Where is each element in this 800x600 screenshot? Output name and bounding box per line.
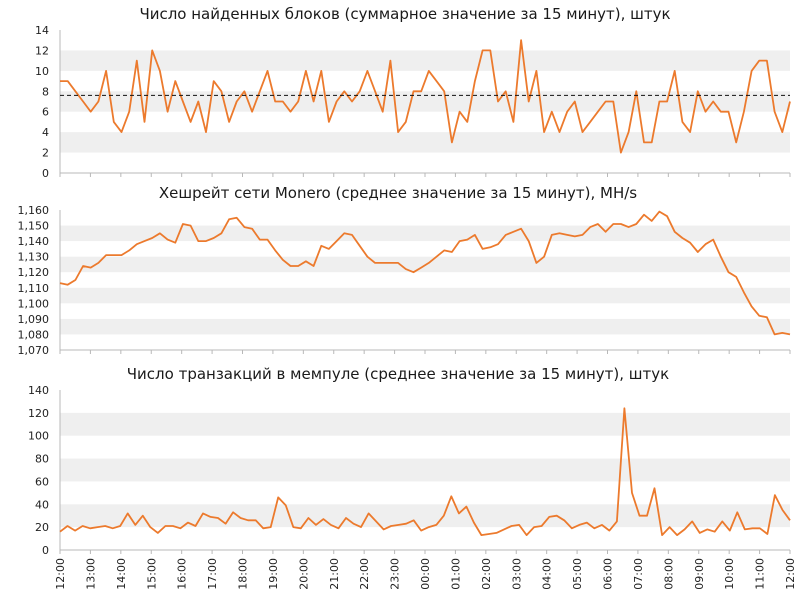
y-axis: 0 20 40 60 80 100 120 140 <box>28 384 791 557</box>
chart-monero-hashrate: Хешрейт сети Monero (среднее значение за… <box>18 184 791 357</box>
x-tick-label: 02:00 <box>480 558 493 590</box>
grid-band <box>60 458 790 482</box>
chart-mempool-transactions: Число транзакций в мемпуле (среднее знач… <box>28 365 797 590</box>
y-tick-label: 120 <box>28 407 49 420</box>
x-tick-label: 05:00 <box>571 558 584 590</box>
grid-band <box>60 225 790 242</box>
grid-band <box>60 91 790 112</box>
x-tick-label: 15:00 <box>145 558 158 590</box>
x-tick-label: 22:00 <box>358 558 371 590</box>
chart-title: Число транзакций в мемпуле (среднее знач… <box>127 365 669 383</box>
plot-area <box>59 210 790 351</box>
y-tick-label: 80 <box>35 453 49 466</box>
y-tick-label: 1,130 <box>18 251 50 264</box>
x-tick-label: 00:00 <box>419 558 432 590</box>
x-tick-label: 08:00 <box>662 558 675 590</box>
grid-band <box>60 412 790 436</box>
y-tick-label: 1,070 <box>18 344 50 357</box>
y-tick-label: 0 <box>42 167 49 180</box>
y-tick-label: 4 <box>42 126 49 139</box>
y-axis: 0 2 4 6 8 10 12 14 <box>35 24 791 180</box>
y-tick-label: 2 <box>42 147 49 160</box>
x-tick-label: 06:00 <box>602 558 615 590</box>
grid-band <box>60 50 790 71</box>
x-tick-label: 09:00 <box>693 558 706 590</box>
y-tick-label: 40 <box>35 498 49 511</box>
y-tick-label: 140 <box>28 384 49 397</box>
grid-band <box>60 318 790 335</box>
x-tick-label: 03:00 <box>510 558 523 590</box>
y-tick-label: 1,150 <box>18 220 50 233</box>
plot-area <box>59 30 790 174</box>
y-tick-label: 14 <box>35 24 49 37</box>
series-line-path <box>59 407 791 536</box>
x-tick-label: 14:00 <box>115 558 128 590</box>
x-tick-label: 11:00 <box>754 558 767 590</box>
x-tick-label: 20:00 <box>297 558 310 590</box>
x-tick-label: 13:00 <box>84 558 97 590</box>
y-tick-label: 1,080 <box>18 328 50 341</box>
series-line-path <box>59 210 791 336</box>
series-line <box>60 39 791 154</box>
y-axis: 1,070 1,080 1,090 1,100 1,110 1,120 1,130 1,140… <box>18 204 791 357</box>
grid-band <box>60 132 790 153</box>
x-tick-label: 12:00 <box>784 558 797 590</box>
x-tick-label: 16:00 <box>176 558 189 590</box>
plot-area <box>59 390 790 551</box>
chart-title: Хешрейт сети Monero (среднее значение за… <box>159 184 637 202</box>
y-tick-label: 12 <box>35 44 49 57</box>
x-tick-label: 04:00 <box>541 558 554 590</box>
series-line <box>59 407 791 536</box>
x-tick-label: 01:00 <box>449 558 462 590</box>
series-line <box>59 210 791 336</box>
y-tick-label: 100 <box>28 430 49 443</box>
x-tick-label: 07:00 <box>632 558 645 590</box>
y-tick-label: 1,140 <box>18 235 50 248</box>
y-tick-label: 1,120 <box>18 266 50 279</box>
x-tick-label: 21:00 <box>328 558 341 590</box>
x-tick-label: 23:00 <box>389 558 402 590</box>
y-tick-label: 1,110 <box>18 282 50 295</box>
y-tick-label: 8 <box>42 85 49 98</box>
series-line-path <box>60 39 791 154</box>
y-tick-label: 20 <box>35 521 49 534</box>
chart-blocks-found: Число найденных блоков (суммарное значен… <box>35 5 791 180</box>
grid-band <box>60 287 790 304</box>
y-tick-label: 1,100 <box>18 297 50 310</box>
y-tick-label: 6 <box>42 106 49 119</box>
y-tick-label: 10 <box>35 65 49 78</box>
x-tick-label: 19:00 <box>267 558 280 590</box>
y-tick-label: 1,160 <box>18 204 50 217</box>
y-tick-label: 0 <box>42 544 49 557</box>
x-tick-label: 12:00 <box>54 558 67 590</box>
x-axis: 12:00 13:00 14:00 15:00 16:00 17:00 18:00 19:00… <box>54 558 797 590</box>
chart-title: Число найденных блоков (суммарное значен… <box>139 5 670 23</box>
x-tick-label: 17:00 <box>206 558 219 590</box>
x-tick-label: 10:00 <box>723 558 736 590</box>
y-tick-label: 60 <box>35 475 49 488</box>
y-tick-label: 1,090 <box>18 313 50 326</box>
x-tick-label: 18:00 <box>237 558 250 590</box>
grid-band <box>60 504 790 528</box>
